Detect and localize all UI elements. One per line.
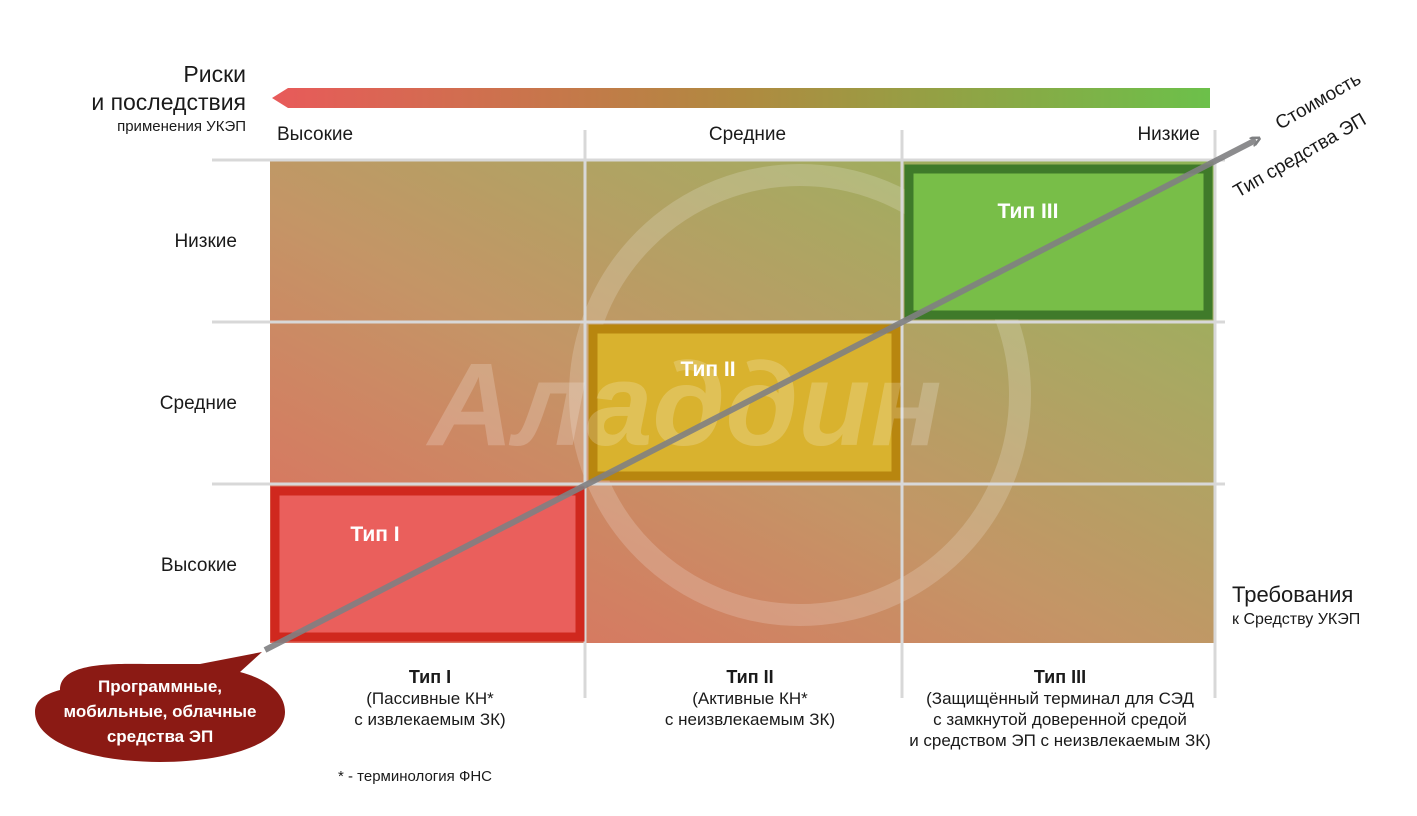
requirements-axis-title: Требования (1232, 582, 1354, 607)
risk-level-high: Высокие (277, 124, 354, 145)
column-desc-line: (Пассивные КН* (366, 689, 494, 708)
watermark-text: Аладдин (425, 339, 941, 471)
column-desc-line: с извлекаемым ЗК) (354, 710, 506, 729)
req-level-medium: Средние (159, 393, 237, 414)
callout-line-3: средства ЭП (107, 727, 213, 746)
risk-axis-title-line-1: Риски (183, 61, 246, 87)
column-desc-title: Тип II (726, 667, 774, 687)
cost-arrow (263, 140, 1256, 653)
watermark-ring (569, 164, 1031, 626)
column-desc-type-1: Тип I (Пассивные КН* с извлекаемым ЗК) (285, 667, 575, 730)
type-2-box-label: Тип II (680, 358, 735, 381)
risk-axis-title: Риски и последствия (60, 60, 246, 116)
column-desc-title: Тип I (408, 667, 452, 687)
callout-line-2: мобильные, облачные (63, 702, 256, 721)
callout-bubble (35, 652, 285, 762)
callout-line-1: Программные, (98, 677, 222, 696)
risk-gradient-bar (272, 88, 1210, 108)
type-1-box-label: Тип I (350, 523, 399, 546)
req-level-high: Высокие (160, 555, 237, 576)
column-desc-line: и средством ЭП с неизвлекаемым ЗК) (909, 731, 1211, 750)
type-3-box-label: Тип III (998, 200, 1059, 223)
column-desc-type-2: Тип II (Активные КН* с неизвлекаемым ЗК) (600, 667, 900, 730)
column-desc-line: с замкнутой доверенной средой (933, 710, 1187, 729)
footnote: * - терминология ФНС (338, 768, 493, 785)
column-desc-type-3: Тип III (Защищённый терминал для СЭД с з… (890, 667, 1230, 751)
column-desc-line: (Активные КН* (692, 689, 808, 708)
risk-axis-subtitle: применения УКЭП (117, 118, 246, 135)
req-level-low: Низкие (174, 231, 237, 252)
grid-lines (212, 130, 1225, 698)
column-desc-line: с неизвлекаемым ЗК) (664, 710, 836, 729)
risk-level-low: Низкие (1137, 124, 1200, 145)
column-desc-title: Тип III (1033, 667, 1087, 687)
risk-axis-title-line-2: и последствия (91, 89, 246, 115)
requirements-axis-subtitle: к Средству УКЭП (1232, 611, 1361, 628)
risk-level-medium: Средние (708, 124, 787, 145)
column-desc-line: (Защищённый терминал для СЭД (926, 689, 1194, 708)
